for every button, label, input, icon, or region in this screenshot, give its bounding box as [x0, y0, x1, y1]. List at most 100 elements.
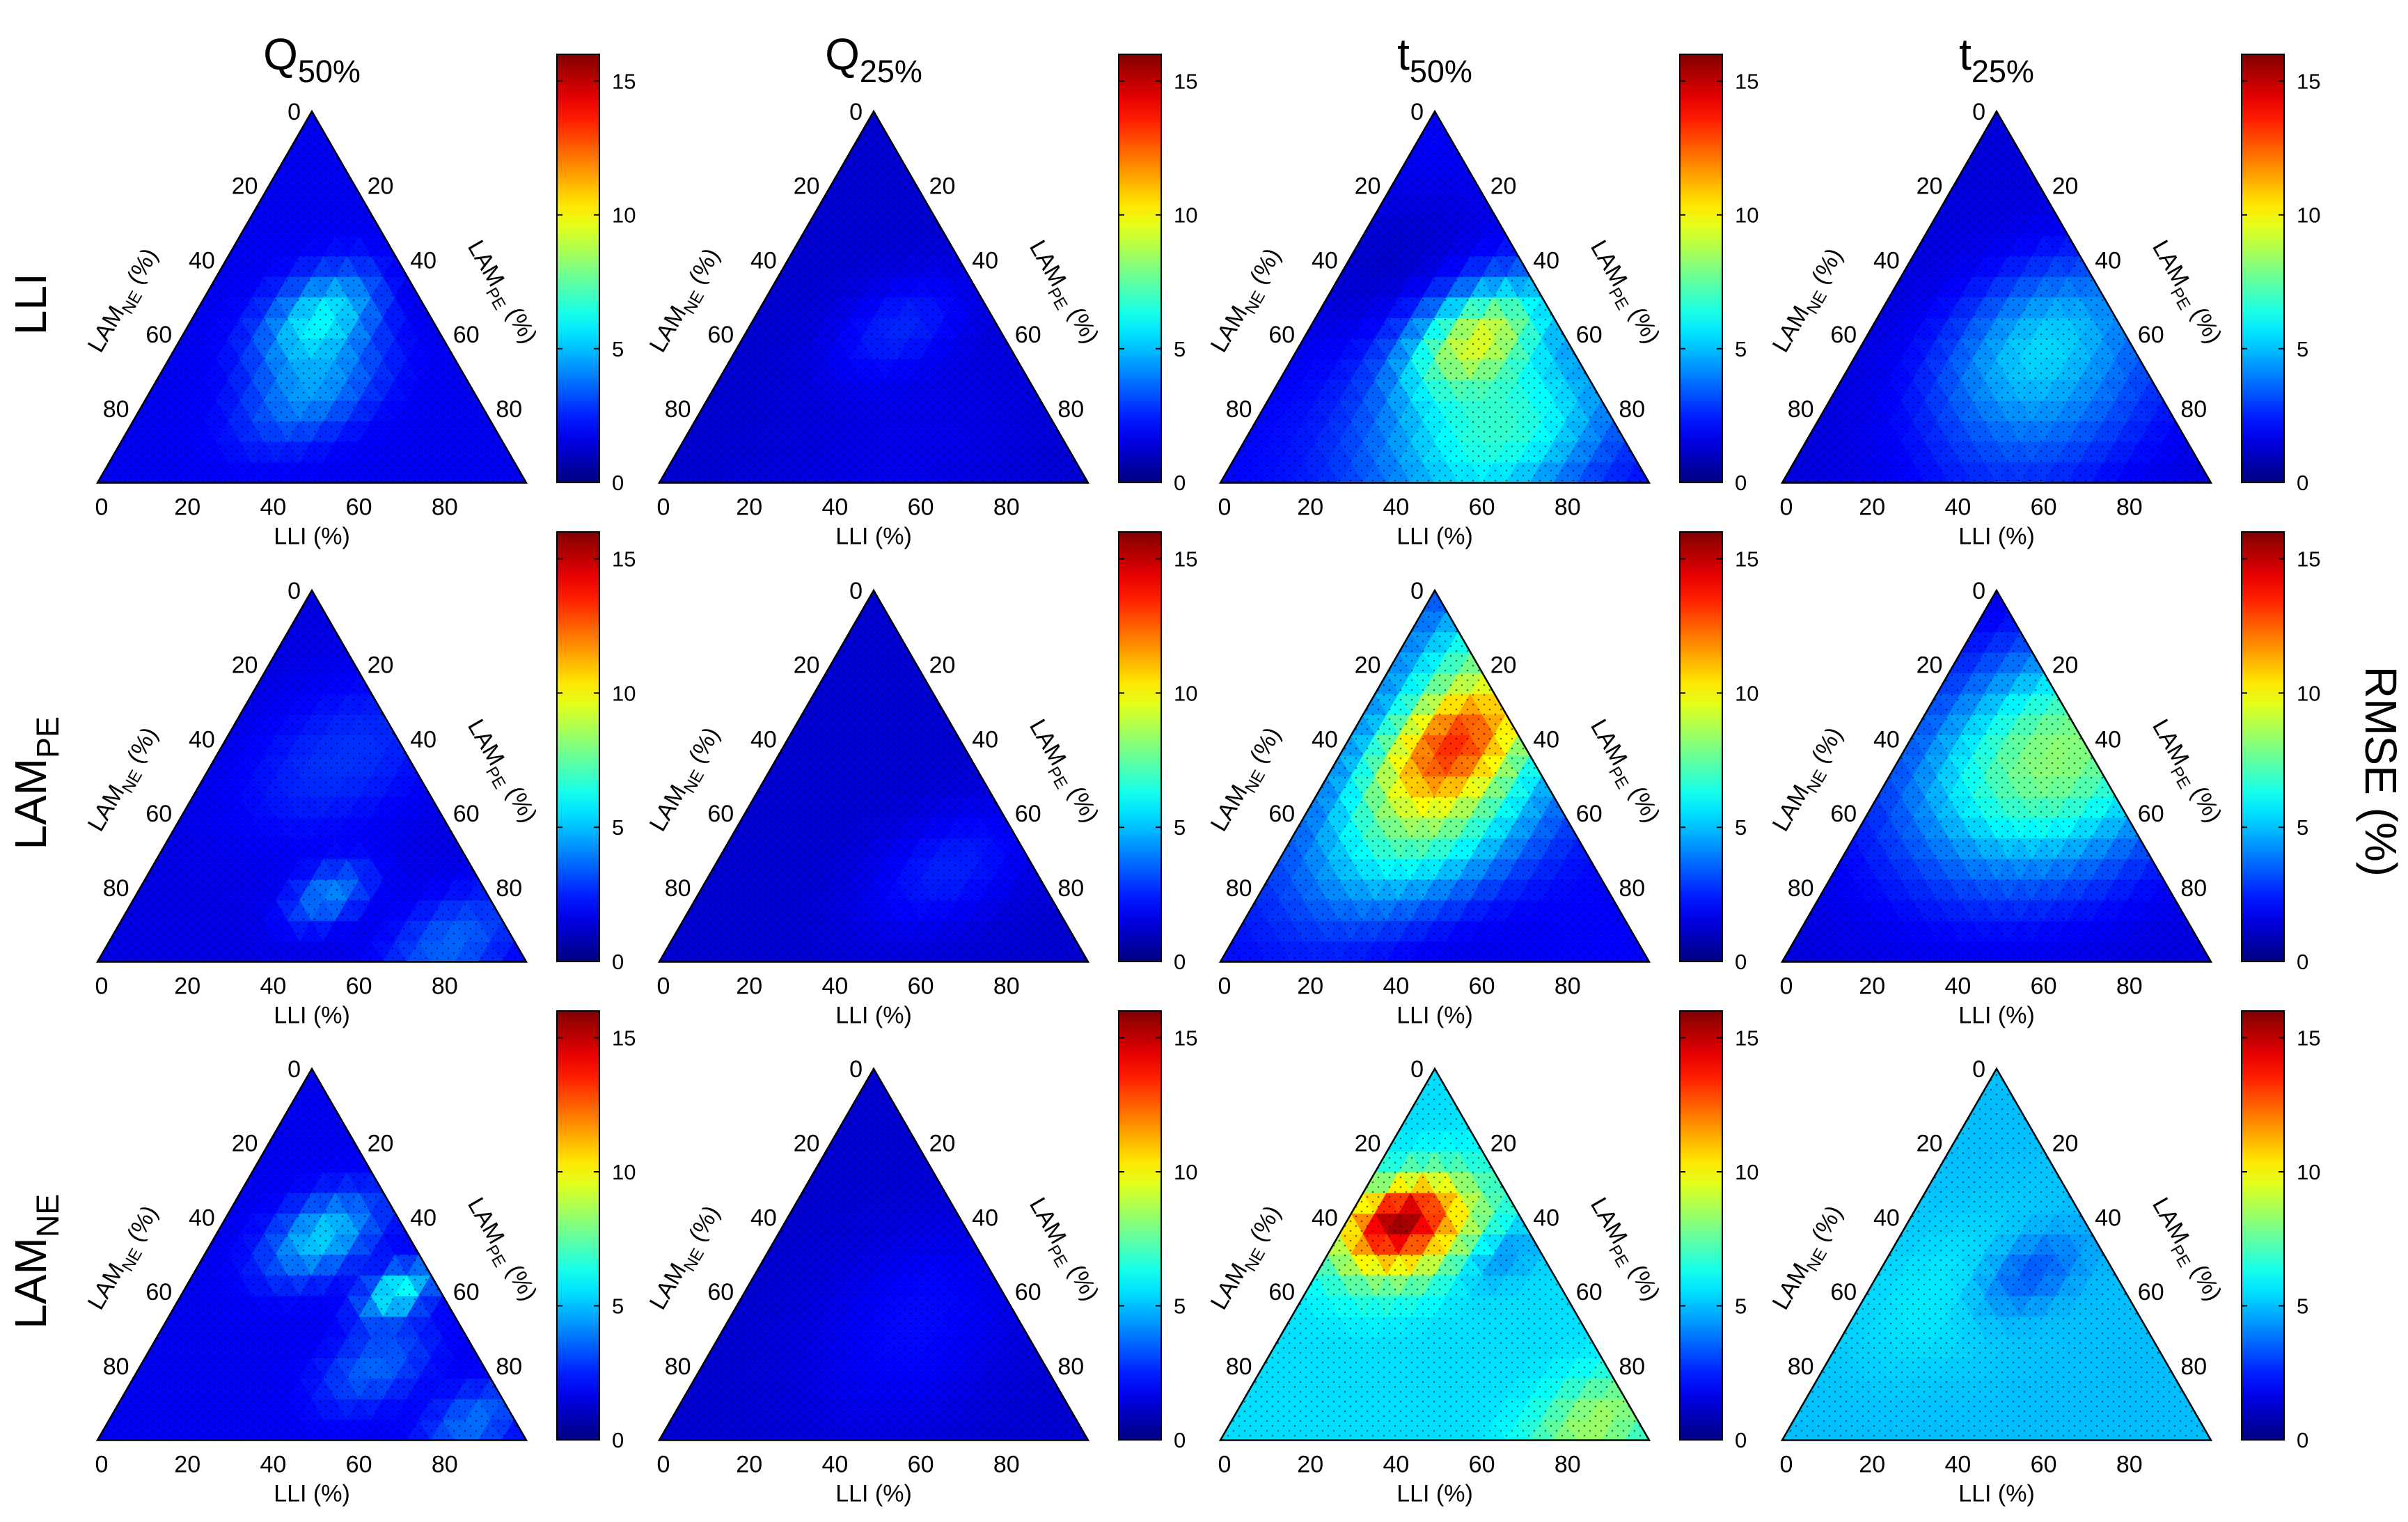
bottom-tick-label: 0	[95, 494, 109, 520]
left-tick-label: 0	[1410, 99, 1424, 125]
colorbar-tick-label: 5	[1735, 337, 1747, 361]
colorbar-gradient	[1679, 531, 1723, 962]
right-tick-label: 80	[1619, 875, 1645, 902]
left-tick-label: 20	[1355, 652, 1381, 679]
right-tick-label: 60	[2138, 1279, 2164, 1305]
right-tick-label: 20	[929, 652, 956, 679]
bottom-axis-label: LLI (%)	[835, 523, 912, 549]
right-tick-label: 20	[929, 173, 956, 200]
right-tick-label: 80	[2180, 875, 2207, 902]
bottom-tick-label: 40	[260, 1451, 286, 1477]
svg-text:LLI: LLI	[6, 273, 56, 335]
bottom-axis-label: LLI (%)	[1958, 523, 2035, 549]
colorbar-lampe-q50: 0 5 10 15	[556, 531, 636, 974]
bottom-axis-label: LLI (%)	[274, 1002, 350, 1028]
column-title-q25: Q25%	[825, 29, 922, 89]
left-tick-label: 80	[1226, 396, 1252, 423]
right-tick-label: 80	[496, 875, 522, 902]
bottom-tick-label: 80	[993, 1451, 1020, 1477]
bottom-tick-label: 20	[736, 494, 762, 520]
left-tick-label: 80	[665, 396, 691, 423]
colorbar-lamne-t50: 0 5 10 15	[1679, 1010, 1758, 1452]
left-tick-label: 60	[707, 322, 734, 348]
bottom-tick-label: 0	[95, 1451, 109, 1477]
bottom-tick-label: 20	[1859, 1451, 1885, 1477]
bottom-tick-label: 40	[821, 973, 848, 999]
left-tick-label: 0	[1972, 99, 1985, 125]
left-tick-label: 60	[1830, 801, 1857, 827]
sample-dots	[1220, 111, 1649, 483]
right-tick-label: 20	[368, 652, 394, 679]
right-tick-label: 60	[1576, 801, 1603, 827]
right-tick-label: 20	[368, 173, 394, 200]
colorbar-gradient	[1118, 1010, 1162, 1441]
colorbar-lli-q25: 0 5 10 15	[1118, 54, 1197, 495]
bottom-tick-label: 20	[736, 1451, 762, 1477]
bottom-axis-label: LLI (%)	[835, 1002, 912, 1028]
colorbar-title: RMSE (%)	[2356, 666, 2406, 877]
colorbar-tick-label: 5	[2297, 337, 2308, 361]
bottom-tick-label: 40	[1383, 1451, 1409, 1477]
right-tick-label: 80	[496, 1354, 522, 1380]
colorbar-gradient	[1679, 1010, 1723, 1441]
left-tick-label: 0	[288, 1056, 301, 1083]
left-tick-label: 40	[1873, 1205, 1900, 1231]
colorbar-tick-label: 5	[1174, 1294, 1186, 1319]
bottom-tick-label: 0	[657, 494, 670, 520]
colorbar-tick-label: 5	[2297, 1294, 2308, 1319]
right-tick-label: 60	[1576, 322, 1603, 348]
right-tick-label: 40	[972, 1205, 998, 1231]
colorbar-tick-label: 10	[612, 1160, 636, 1184]
bottom-tick-label: 0	[657, 973, 670, 999]
colorbar-tick-label: 15	[1735, 69, 1758, 93]
colorbar-lampe-q25: 0 5 10 15	[1118, 531, 1197, 974]
right-tick-label: 80	[1057, 875, 1084, 902]
left-tick-label: 20	[232, 652, 258, 679]
left-tick-label: 40	[1312, 247, 1338, 274]
sample-dots	[1220, 1069, 1649, 1441]
colorbar-gradient	[556, 1010, 600, 1441]
left-tick-label: 20	[794, 652, 820, 679]
colorbar-tick-label: 15	[612, 547, 636, 572]
left-tick-label: 80	[665, 1354, 691, 1380]
bottom-tick-label: 20	[174, 973, 200, 999]
colorbar-tick-label: 0	[2297, 950, 2308, 974]
left-tick-label: 60	[145, 322, 172, 348]
left-tick-label: 40	[1312, 1205, 1338, 1231]
left-tick-label: 80	[1788, 875, 1814, 902]
colorbar-tick-label: 0	[1174, 950, 1186, 974]
colorbar-gradient	[1118, 54, 1162, 483]
left-tick-label: 60	[1268, 322, 1295, 348]
colorbar-tick-label: 15	[1174, 69, 1197, 93]
bottom-axis-label: LLI (%)	[1396, 523, 1473, 549]
colorbar-tick-label: 15	[1174, 547, 1197, 572]
svg-text:LAMPE: LAMPE	[6, 716, 65, 850]
right-tick-label: 20	[2052, 1131, 2079, 1157]
left-tick-label: 0	[1410, 1056, 1424, 1083]
colorbar-tick-label: 0	[2297, 1428, 2308, 1452]
sample-dots	[659, 111, 1088, 483]
left-tick-label: 0	[288, 99, 301, 125]
colorbar-tick-label: 0	[612, 1428, 624, 1452]
row-title-lampe: LAMPE	[6, 716, 65, 850]
bottom-tick-label: 0	[1218, 1451, 1231, 1477]
left-tick-label: 80	[1788, 1354, 1814, 1380]
right-tick-label: 40	[972, 247, 998, 274]
left-tick-label: 60	[1268, 801, 1295, 827]
right-tick-label: 80	[496, 396, 522, 423]
colorbar-tick-label: 15	[2297, 547, 2320, 572]
right-tick-label: 60	[1576, 1279, 1603, 1305]
colorbar-tick-label: 10	[612, 681, 636, 705]
left-tick-label: 20	[232, 173, 258, 200]
colorbar-gradient	[1679, 54, 1723, 483]
sample-dots	[659, 590, 1088, 962]
bottom-tick-label: 80	[1555, 1451, 1581, 1477]
svg-text:LAMNE: LAMNE	[6, 1194, 65, 1329]
bottom-tick-label: 60	[1469, 494, 1495, 520]
